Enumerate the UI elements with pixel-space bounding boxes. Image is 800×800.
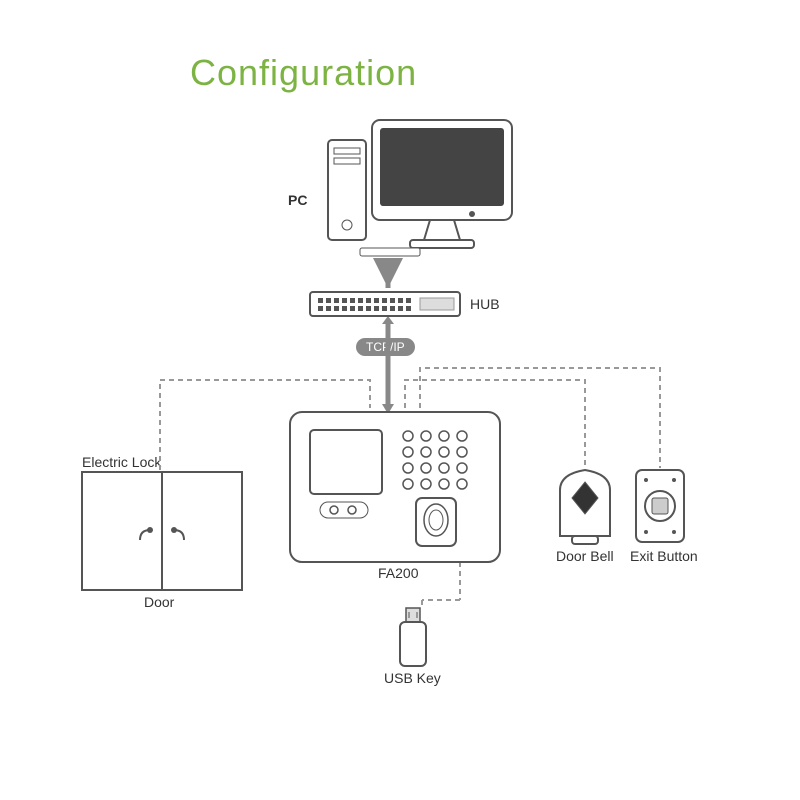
fa200-icon <box>290 412 500 562</box>
diagram-svg <box>0 0 800 800</box>
doorbell-icon <box>560 470 610 544</box>
door-icon <box>82 472 242 590</box>
usb-key-icon <box>400 608 426 666</box>
pc-icon <box>328 120 512 256</box>
hub-icon <box>310 292 460 316</box>
exit-button-icon <box>636 470 684 542</box>
